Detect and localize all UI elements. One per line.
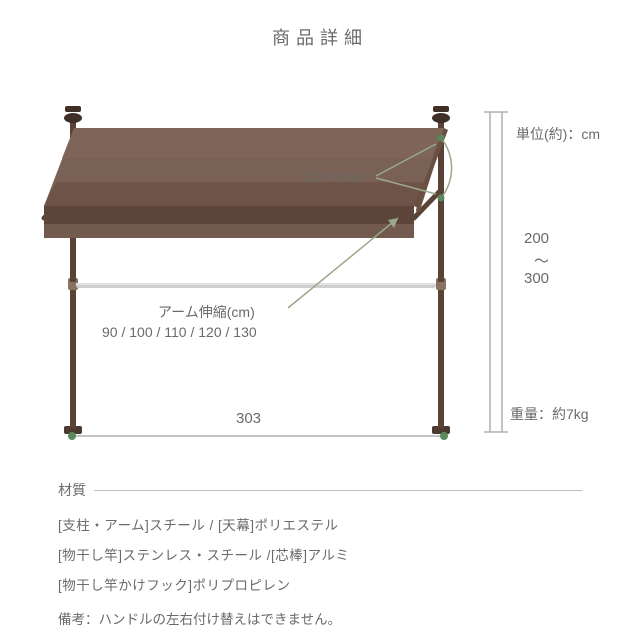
angle-range: 22～145 — [306, 166, 363, 187]
materials-line: [物干し竿]ステンレス・スチール /[芯棒]アルミ — [58, 544, 582, 564]
height-top: 200 — [524, 230, 549, 247]
materials-header: 材質 — [58, 480, 86, 500]
unit-label: 単位(約)：cm — [516, 124, 600, 144]
width-value: 303 — [236, 410, 261, 427]
materials-line: [支柱・アーム]スチール / [天幕]ポリエステル — [58, 514, 582, 534]
arm-values: 90 / 100 / 110 / 120 / 130 — [102, 324, 257, 340]
weight-label: 重量：約7kg — [510, 404, 589, 424]
materials-block: 材質 [支柱・アーム]スチール / [天幕]ポリエステル [物干し竿]ステンレス… — [58, 480, 582, 628]
height-bot: 300 — [524, 270, 549, 287]
divider — [94, 490, 582, 491]
note-text: 備考：ハンドルの左右付け替えはできません。 — [58, 608, 582, 628]
materials-line: [物干し竿かけフック]ポリプロピレン — [58, 574, 582, 594]
arm-label: アーム伸縮(cm) — [158, 302, 255, 322]
height-tilde: ～ — [534, 250, 549, 271]
